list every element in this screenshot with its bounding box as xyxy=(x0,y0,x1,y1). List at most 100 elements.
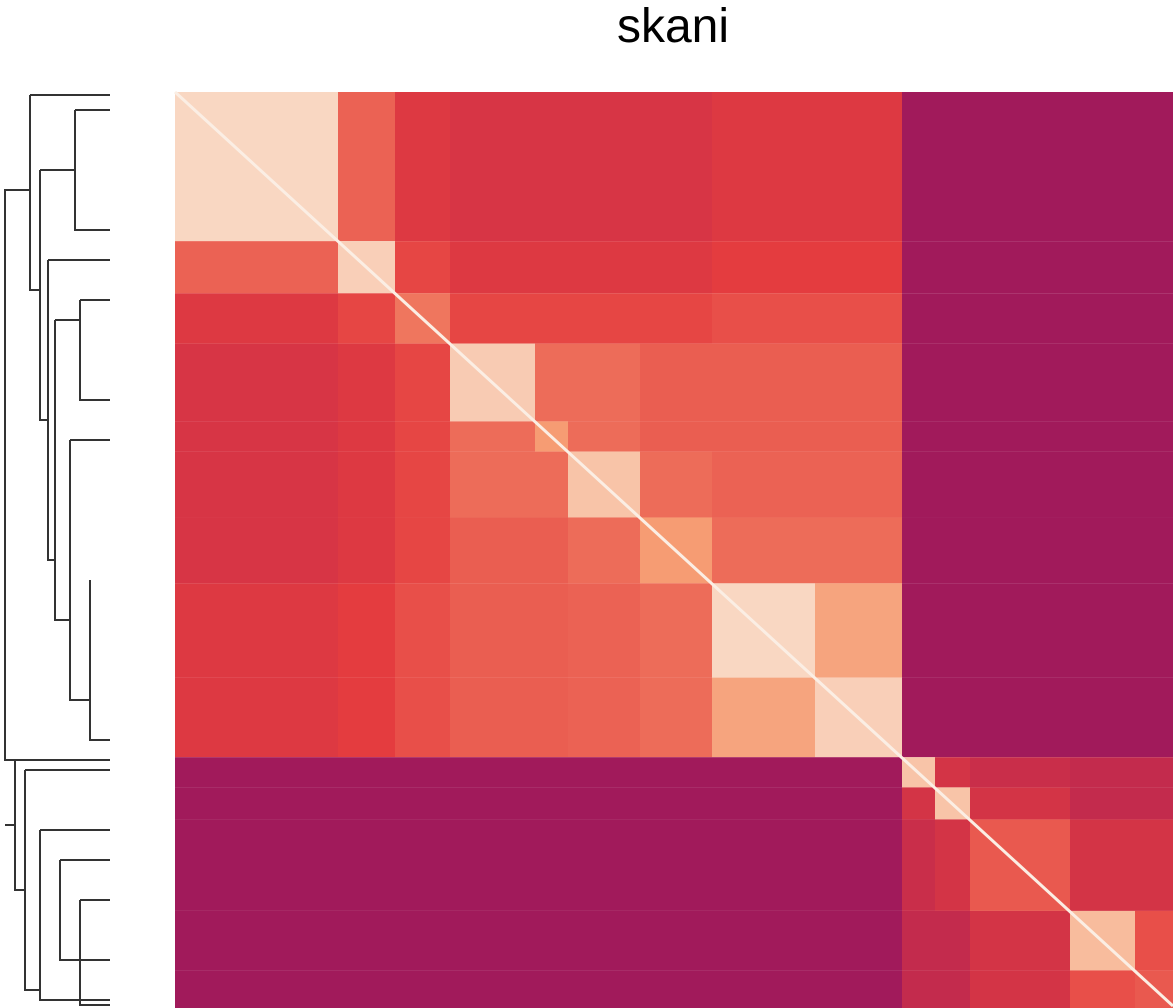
heatmap-cell xyxy=(935,241,970,294)
heatmap-cell xyxy=(395,819,450,911)
heatmap-cell xyxy=(640,819,712,911)
heatmap-cell xyxy=(935,343,970,422)
heatmap-cell xyxy=(175,819,338,911)
heatmap-cell xyxy=(1070,92,1135,242)
heatmap-cell xyxy=(970,583,1070,678)
heatmap-cell xyxy=(815,92,902,242)
heatmap-cell xyxy=(1135,92,1173,242)
heatmap-cell xyxy=(535,517,568,584)
heatmap-cell xyxy=(1070,343,1135,422)
heatmap-cell xyxy=(338,92,395,242)
heatmap-cell xyxy=(395,583,450,678)
heatmap-cell xyxy=(712,241,815,294)
heatmap-cell xyxy=(712,677,815,758)
heatmap-cell xyxy=(568,421,640,452)
heatmap-cell xyxy=(640,583,712,678)
heatmap-cell xyxy=(935,293,970,344)
heatmap-cell xyxy=(1135,421,1173,452)
heatmap-cell xyxy=(712,421,815,452)
heatmap-cell xyxy=(815,583,902,678)
heatmap-cell xyxy=(450,293,535,344)
heatmap-cell xyxy=(1135,293,1173,344)
heatmap-cell xyxy=(902,819,935,911)
heatmap-cell xyxy=(970,343,1070,422)
dendro-link xyxy=(59,859,110,1006)
heatmap-cell xyxy=(338,787,395,820)
heatmap-cell xyxy=(640,343,712,422)
heatmap-cell xyxy=(1135,677,1173,758)
heatmap-cell xyxy=(535,293,568,344)
heatmap-cell xyxy=(640,787,712,820)
heatmap-cell xyxy=(712,819,815,911)
heatmap-cell xyxy=(338,293,395,344)
heatmap-cell xyxy=(815,343,902,422)
heatmap-cell xyxy=(970,910,1070,971)
heatmap-cell xyxy=(450,421,535,452)
heatmap-cell xyxy=(338,970,395,1008)
heatmap-cell xyxy=(815,421,902,452)
heatmap-cell xyxy=(568,343,640,422)
heatmap-cell xyxy=(450,910,535,971)
heatmap-cell xyxy=(338,343,395,422)
heatmap-cell xyxy=(640,970,712,1008)
heatmap-cell xyxy=(1070,787,1135,820)
heatmap-cell xyxy=(815,970,902,1008)
heatmap-cell xyxy=(712,517,815,584)
heatmap-cell xyxy=(640,421,712,452)
dendro-link xyxy=(54,319,80,621)
heatmap-cell xyxy=(535,677,568,758)
heatmap-cell xyxy=(1070,241,1135,294)
heatmap-cell xyxy=(175,517,338,584)
heatmap-cell xyxy=(568,293,640,344)
heatmap-cell xyxy=(450,819,535,911)
heatmap-cell xyxy=(640,910,712,971)
heatmap-cell xyxy=(535,343,568,422)
heatmap-cell xyxy=(902,517,935,584)
heatmap-cell xyxy=(935,92,970,242)
heatmap-cell xyxy=(815,787,902,820)
heatmap-cell xyxy=(1135,787,1173,820)
heatmap-cell xyxy=(450,787,535,820)
heatmap-cell xyxy=(175,343,338,422)
heatmap-cell xyxy=(395,757,450,788)
dendro-link xyxy=(74,109,110,231)
heatmap-cell xyxy=(1135,517,1173,584)
heatmap-cell xyxy=(815,819,902,911)
heatmap-cell xyxy=(815,451,902,518)
heatmap-cell xyxy=(935,910,970,971)
heatmap-cell xyxy=(535,819,568,911)
dendro-link xyxy=(47,259,110,561)
heatmap-cell xyxy=(640,757,712,788)
heatmap-cell xyxy=(815,241,902,294)
heatmap-cell xyxy=(395,343,450,422)
heatmap-cell xyxy=(902,910,935,971)
heatmap-cell xyxy=(1070,757,1135,788)
heatmap-cell xyxy=(395,787,450,820)
dendro-link xyxy=(29,94,110,291)
heatmap-cell xyxy=(902,583,935,678)
heatmap-cell xyxy=(935,451,970,518)
heatmap-cell xyxy=(1070,970,1135,1008)
heatmap-cell xyxy=(902,293,935,344)
heatmap-cell xyxy=(1070,583,1135,678)
heatmap-cell xyxy=(970,421,1070,452)
heatmap-cell xyxy=(175,970,338,1008)
heatmap-cell xyxy=(175,241,338,294)
heatmap-cell xyxy=(970,970,1070,1008)
heatmap-cell xyxy=(450,451,535,518)
heatmap-cell xyxy=(712,92,815,242)
heatmap-cell xyxy=(712,787,815,820)
heatmap-cell xyxy=(902,787,935,820)
heatmap-cell xyxy=(338,677,395,758)
heatmap-cell xyxy=(970,787,1070,820)
heatmap-cell xyxy=(712,343,815,422)
heatmap-cell xyxy=(535,451,568,518)
heatmap-cell xyxy=(1135,583,1173,678)
heatmap-cell xyxy=(535,241,568,294)
heatmap-cell xyxy=(450,677,535,758)
heatmap-cell xyxy=(338,421,395,452)
heatmap-cell xyxy=(1070,293,1135,344)
heatmap-cell xyxy=(970,92,1070,242)
heatmap-cell xyxy=(935,583,970,678)
